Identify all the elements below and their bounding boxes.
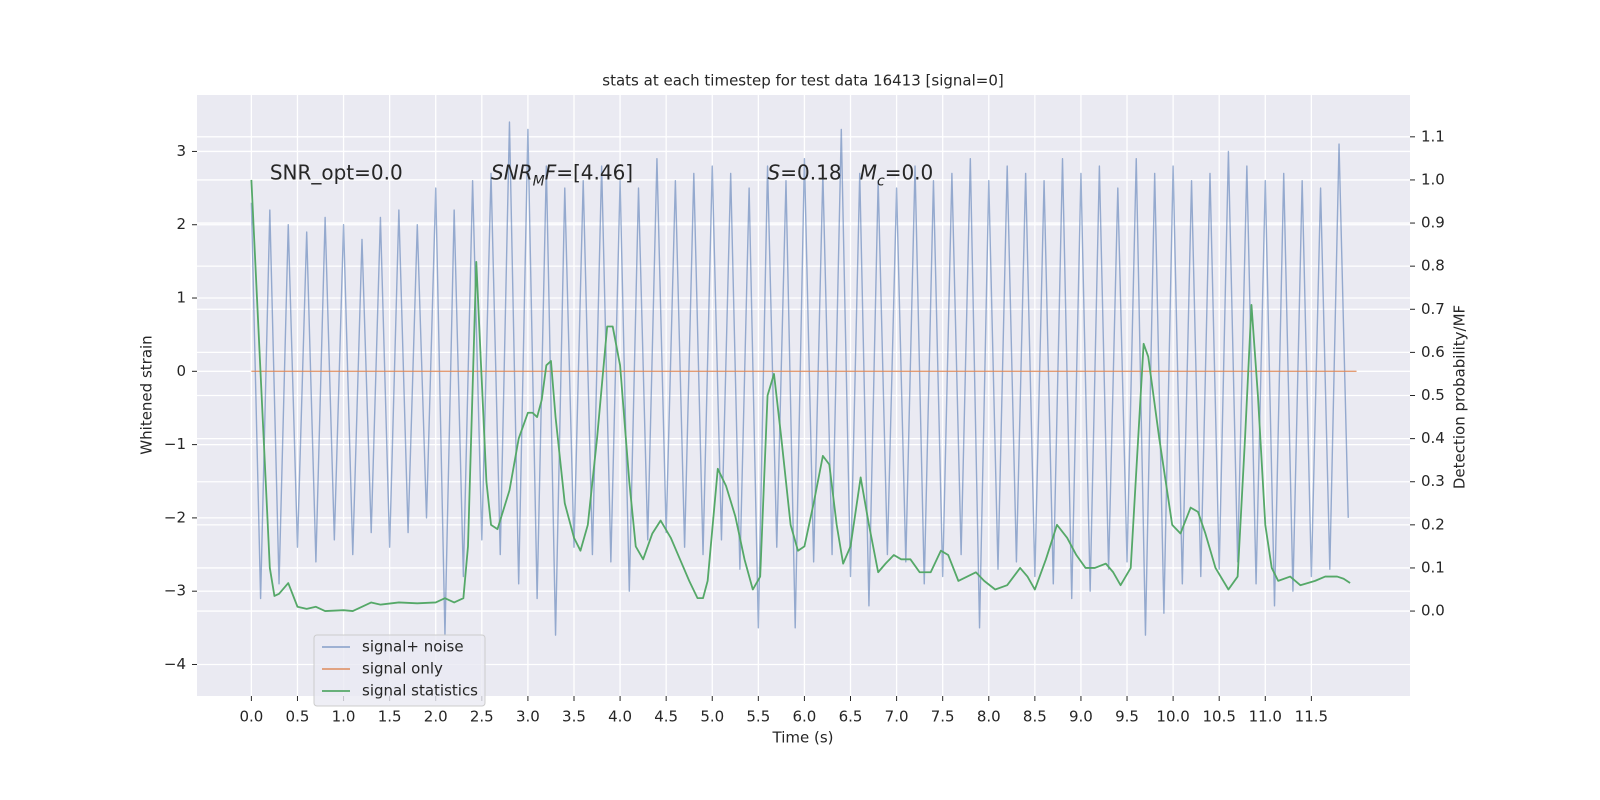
annotation-part: SNR xyxy=(491,160,533,184)
annotation: S=0.18 xyxy=(768,160,842,184)
annotation-part: M xyxy=(860,160,877,184)
annotation-part: SNR_opt=0.0 xyxy=(270,160,403,184)
x-tick-label: 3.0 xyxy=(516,708,540,726)
annotation: SNR_opt=0.0 xyxy=(270,160,403,184)
y-tick-label: −1 xyxy=(164,435,186,453)
x-tick-label: 1.5 xyxy=(378,708,402,726)
y2-tick-label: 1.0 xyxy=(1421,170,1445,188)
y2-axis-label: Detection probability/MF xyxy=(1451,305,1469,489)
annotation: Mc=0.0 xyxy=(860,160,934,190)
annotation-part: F xyxy=(545,160,557,184)
y2-tick-label: 0.2 xyxy=(1421,515,1445,533)
y2-tick-label: 0.9 xyxy=(1421,214,1445,232)
annotation-part: =[4.46] xyxy=(556,160,633,184)
legend-label: signal only xyxy=(362,660,443,678)
x-tick-label: 9.0 xyxy=(1069,708,1093,726)
x-tick-label: 6.5 xyxy=(839,708,863,726)
y2-tick-label: 0.1 xyxy=(1421,558,1445,576)
x-tick-label: 0.5 xyxy=(286,708,310,726)
legend-label: signal+ noise xyxy=(362,638,464,656)
legend: signal+ noise signal only signal statistic… xyxy=(313,634,486,707)
y-axis-label: Whitened strain xyxy=(138,335,156,454)
y-tick-label: 3 xyxy=(176,142,186,160)
x-axis-label: Time (s) xyxy=(772,729,834,747)
annotation: SNRMF=[4.46] xyxy=(491,160,633,190)
y-tick-label: 2 xyxy=(176,215,186,233)
y-tick-label: −2 xyxy=(164,508,186,526)
series-line xyxy=(250,121,1349,636)
x-tick-label: 11.5 xyxy=(1295,708,1328,726)
annotation-part: =0.18 xyxy=(780,160,841,184)
y2-tick-label: 0.3 xyxy=(1421,472,1445,490)
chart-title: stats at each timestep for test data 164… xyxy=(602,72,1003,90)
y2-tick-label: 0.6 xyxy=(1421,343,1445,361)
y2-tick-label: 1.1 xyxy=(1421,127,1445,145)
x-tick-label: 10.5 xyxy=(1202,708,1235,726)
x-tick-label: 2.5 xyxy=(470,708,494,726)
x-tick-label: 0.0 xyxy=(239,708,263,726)
x-tick-label: 4.5 xyxy=(654,708,678,726)
x-tick-label: 4.0 xyxy=(608,708,632,726)
y2-tick-label: 0.5 xyxy=(1421,386,1445,404)
y-tick-label: 0 xyxy=(176,362,186,380)
y-tick-label: 1 xyxy=(176,289,186,307)
x-tick-label: 1.0 xyxy=(332,708,356,726)
x-tick-label: 5.5 xyxy=(746,708,770,726)
annotation-part: S xyxy=(768,160,781,184)
series-line xyxy=(250,179,1351,612)
annotation-part: =0.0 xyxy=(885,160,934,184)
annotation-part: M xyxy=(533,173,545,189)
x-tick-label: 3.5 xyxy=(562,708,586,726)
x-tick-label: 8.0 xyxy=(977,708,1001,726)
x-tick-label: 11.0 xyxy=(1249,708,1282,726)
y2-tick-label: 0.8 xyxy=(1421,257,1445,275)
x-tick-label: 7.0 xyxy=(885,708,909,726)
legend-box xyxy=(313,634,486,707)
legend-label: signal statistics xyxy=(362,682,478,700)
y-tick-label: −3 xyxy=(164,582,186,600)
x-tick-label: 6.0 xyxy=(792,708,816,726)
x-tick-label: 9.5 xyxy=(1115,708,1139,726)
x-tick-label: 2.0 xyxy=(424,708,448,726)
y2-tick-label: 0.4 xyxy=(1421,429,1445,447)
x-tick-label: 7.5 xyxy=(931,708,955,726)
x-tick-label: 5.0 xyxy=(700,708,724,726)
x-tick-label: 10.0 xyxy=(1156,708,1189,726)
y2-tick-label: 0.7 xyxy=(1421,300,1445,318)
y-tick-label: −4 xyxy=(164,655,186,673)
annotation-part: c xyxy=(877,173,885,189)
y2-tick-label: 0.0 xyxy=(1421,602,1445,620)
x-tick-label: 8.5 xyxy=(1023,708,1047,726)
